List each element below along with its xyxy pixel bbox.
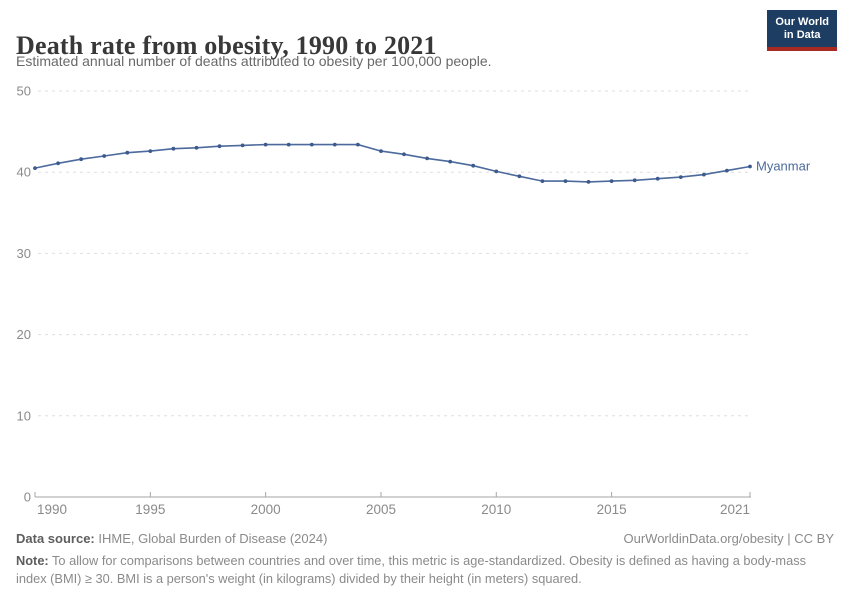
data-point[interactable] xyxy=(655,176,660,181)
data-source-label: Data source: xyxy=(16,531,95,546)
data-point[interactable] xyxy=(33,166,37,171)
data-point[interactable] xyxy=(725,168,729,173)
data-point[interactable] xyxy=(171,146,176,151)
owid-logo-line2: in Data xyxy=(783,29,821,41)
x-tick-label: 2015 xyxy=(597,502,627,517)
data-point[interactable] xyxy=(379,149,383,154)
owid-logo[interactable]: Our World in Data xyxy=(767,10,837,51)
data-source: Data source: IHME, Global Burden of Dise… xyxy=(16,531,327,546)
x-tick-label: 1990 xyxy=(37,502,67,517)
y-tick-label: 50 xyxy=(17,84,31,99)
x-tick-label: 2010 xyxy=(481,502,511,517)
chart-subtitle: Estimated annual number of deaths attrib… xyxy=(16,53,492,69)
y-tick-label: 40 xyxy=(17,165,31,180)
data-point[interactable] xyxy=(356,142,360,147)
data-point[interactable] xyxy=(448,159,453,164)
data-point[interactable] xyxy=(425,156,429,161)
data-point[interactable] xyxy=(217,144,222,149)
data-point[interactable] xyxy=(56,161,60,166)
data-point[interactable] xyxy=(609,179,614,184)
data-source-text: IHME, Global Burden of Disease (2024) xyxy=(94,531,328,546)
x-tick-label: 2021 xyxy=(720,502,750,517)
data-point[interactable] xyxy=(125,150,130,155)
x-tick-label: 2000 xyxy=(251,502,281,517)
data-point[interactable] xyxy=(563,179,568,184)
data-point[interactable] xyxy=(402,152,406,157)
data-point[interactable] xyxy=(748,164,752,169)
data-point[interactable] xyxy=(517,174,522,179)
data-point[interactable] xyxy=(240,143,245,148)
x-tick-label: 1995 xyxy=(135,502,165,517)
data-point[interactable] xyxy=(194,145,199,150)
y-tick-label: 10 xyxy=(17,408,31,423)
data-point[interactable] xyxy=(471,163,476,168)
data-point[interactable] xyxy=(309,142,314,147)
series-label[interactable]: Myanmar xyxy=(756,159,811,174)
y-tick-label: 30 xyxy=(17,246,31,261)
data-point[interactable] xyxy=(540,179,545,184)
data-point[interactable] xyxy=(148,149,153,154)
y-tick-label: 0 xyxy=(24,490,31,505)
attribution-link[interactable]: OurWorldinData.org/obesity | CC BY xyxy=(623,531,835,546)
data-point[interactable] xyxy=(79,157,83,162)
data-point[interactable] xyxy=(702,172,706,177)
owid-logo-line1: Our World xyxy=(775,16,829,28)
page-title: Death rate from obesity, 1990 to 2021 xyxy=(16,31,437,61)
footer-source-row: Data source: IHME, Global Burden of Dise… xyxy=(16,531,834,546)
data-point[interactable] xyxy=(332,142,337,147)
footer-note: Note: To allow for comparisons between c… xyxy=(16,552,828,588)
data-line[interactable] xyxy=(34,143,751,183)
note-text: To allow for comparisons between countri… xyxy=(16,553,806,587)
note-label: Note: xyxy=(16,553,49,568)
x-tick-label: 2005 xyxy=(366,502,396,517)
data-point[interactable] xyxy=(286,142,291,147)
data-point[interactable] xyxy=(632,178,637,183)
data-point[interactable] xyxy=(263,142,268,147)
data-point[interactable] xyxy=(678,175,683,180)
data-point[interactable] xyxy=(494,169,499,174)
line-chart[interactable]: 0 10 20 30 40 50 1990 1995 2000 2005 2010 2015 2021 M… xyxy=(0,70,850,520)
data-point[interactable] xyxy=(102,154,107,158)
y-tick-label: 20 xyxy=(17,327,31,342)
data-point[interactable] xyxy=(586,180,591,184)
